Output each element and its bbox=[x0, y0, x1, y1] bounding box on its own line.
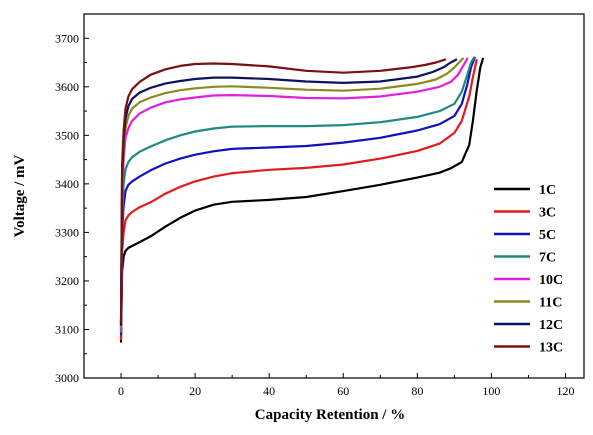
y-tick-label: 3000 bbox=[55, 371, 79, 385]
y-tick-label: 3400 bbox=[55, 177, 79, 191]
y-axis-title: Voltage / mV bbox=[12, 154, 28, 237]
legend-label-7C: 7C bbox=[539, 251, 556, 266]
series-line-1C bbox=[119, 57, 484, 343]
legend-label-13C: 13C bbox=[539, 341, 563, 356]
x-tick-label: 120 bbox=[556, 384, 574, 398]
series-line-12C bbox=[119, 58, 458, 326]
series-line-7C bbox=[119, 56, 476, 333]
y-tick-label: 3200 bbox=[55, 274, 79, 288]
x-tick-label: 60 bbox=[337, 384, 349, 398]
legend: 1C 3C 5C 7C 10C 11C 12C 13C bbox=[494, 183, 563, 356]
y-tick-label: 3700 bbox=[55, 31, 79, 45]
series-lines bbox=[119, 56, 484, 343]
x-tick-label: 20 bbox=[189, 384, 201, 398]
legend-label-12C: 12C bbox=[539, 318, 563, 333]
series-line-11C bbox=[119, 57, 464, 329]
series-line-10C bbox=[119, 57, 469, 331]
series-line-13C bbox=[119, 58, 447, 324]
x-axis: 0 20 40 60 80 100 120 bbox=[83, 373, 574, 398]
legend-label-5C: 5C bbox=[539, 228, 556, 243]
legend-label-3C: 3C bbox=[539, 206, 556, 221]
x-tick-label: 80 bbox=[411, 384, 423, 398]
y-tick-label: 3300 bbox=[55, 225, 79, 239]
y-tick-label: 3100 bbox=[55, 322, 79, 336]
series-line-5C bbox=[119, 56, 476, 336]
y-axis: 3000 3100 3200 3300 3400 3500 3600 3700 bbox=[55, 31, 89, 385]
x-axis-title: Capacity Retention / % bbox=[255, 407, 405, 423]
legend-label-1C: 1C bbox=[539, 183, 556, 198]
y-tick-label: 3500 bbox=[55, 128, 79, 142]
x-tick-label: 40 bbox=[263, 384, 275, 398]
y-tick-label: 3600 bbox=[55, 80, 79, 94]
legend-label-10C: 10C bbox=[539, 273, 563, 288]
series-line-3C bbox=[119, 59, 478, 341]
x-tick-label: 100 bbox=[482, 384, 500, 398]
plot-frame bbox=[83, 13, 585, 379]
x-tick-label: 0 bbox=[118, 384, 124, 398]
legend-label-11C: 11C bbox=[539, 296, 562, 311]
